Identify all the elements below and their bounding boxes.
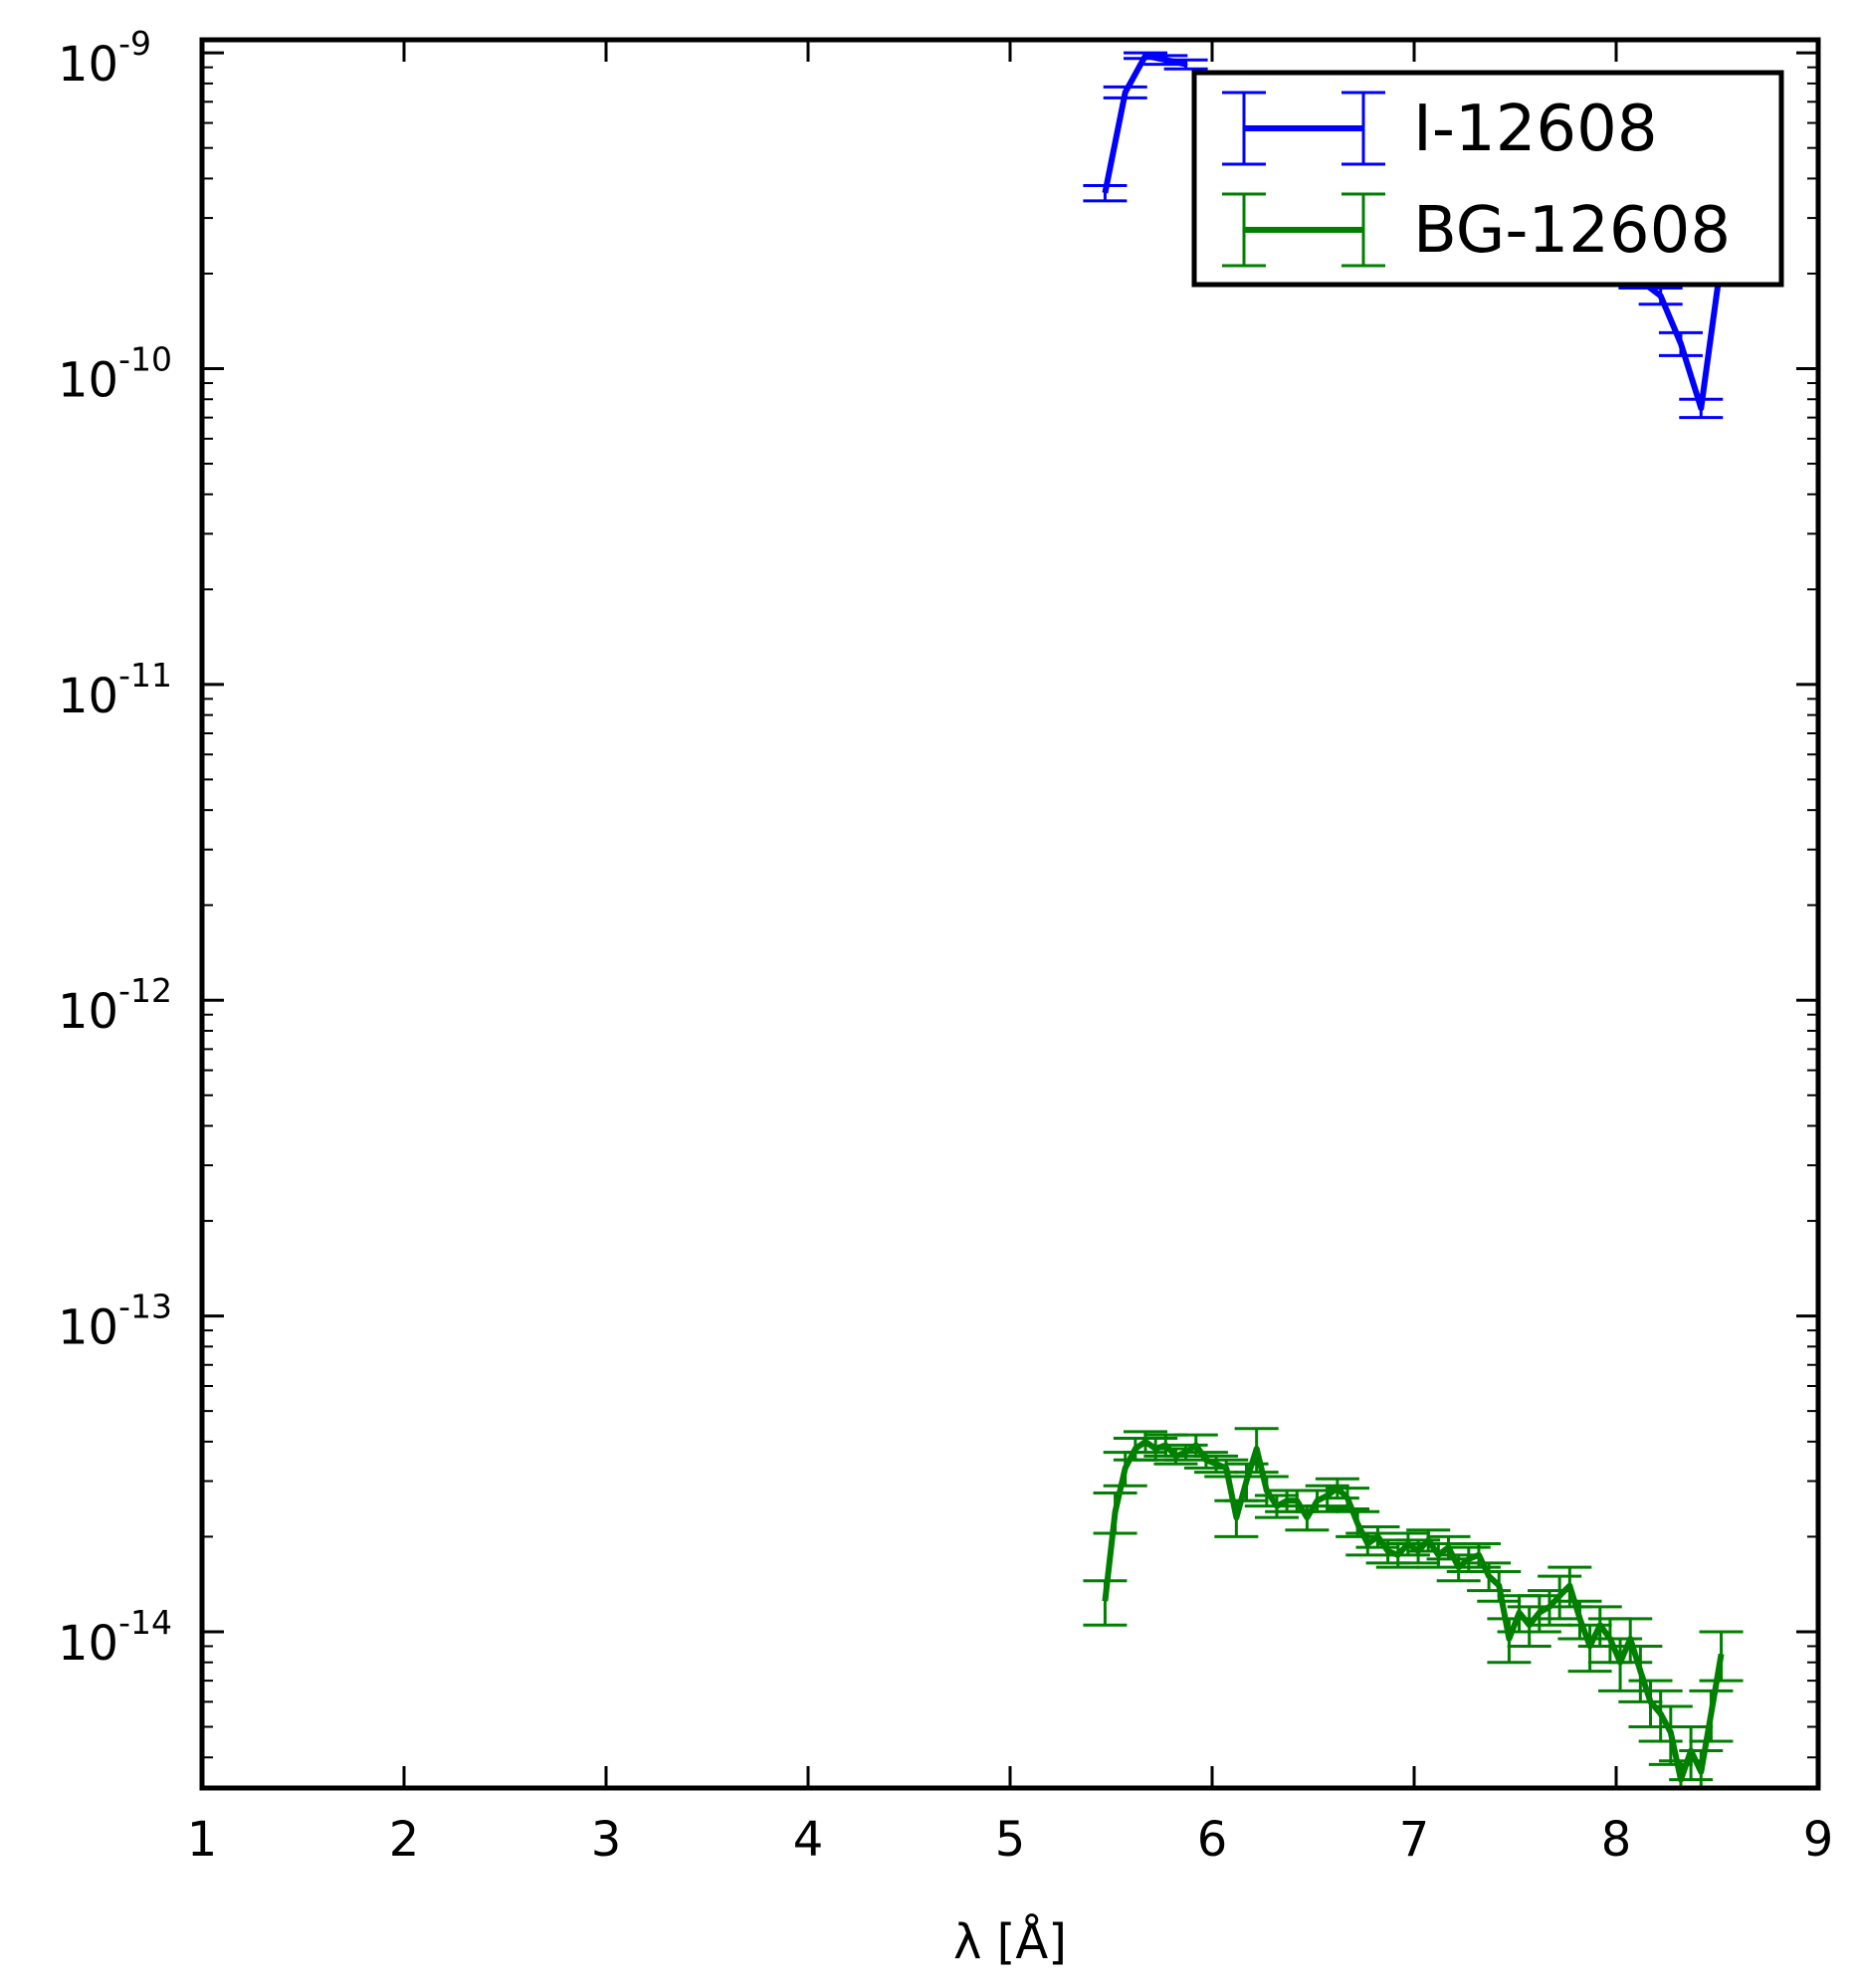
y-tick-labels: 10-9 10-10 10-11 10-12 10-13 10-14 — [58, 24, 172, 1672]
legend-label-I-12608: I-12608 — [1413, 93, 1658, 166]
x-tick-label: 5 — [995, 1812, 1026, 1868]
series-layer — [1083, 51, 1744, 1788]
y-tick-label: 10-9 — [58, 24, 151, 93]
x-tick-label: 2 — [389, 1812, 420, 1868]
minor-ticks — [202, 66, 1818, 1759]
series-BG-12608 — [1083, 1427, 1744, 1788]
x-tick-label: 3 — [591, 1812, 622, 1868]
x-tick-label: 8 — [1601, 1812, 1632, 1868]
y-tick-label: 10-14 — [58, 1603, 172, 1672]
legend: I-12608 BG-12608 — [1191, 70, 1784, 288]
series-I-12608 — [1083, 51, 1744, 420]
x-tick-label: 4 — [793, 1812, 824, 1868]
x-tick-label: 9 — [1803, 1812, 1834, 1868]
x-tick-label: 7 — [1399, 1812, 1430, 1868]
series-line-I-12608 — [1102, 52, 1725, 412]
y-tick-label: 10-10 — [58, 339, 172, 408]
series-line-BG-12608 — [1102, 1438, 1725, 1783]
y-tick-label: 10-11 — [58, 656, 172, 724]
legend-label-BG-12608: BG-12608 — [1413, 194, 1731, 268]
major-ticks — [200, 40, 1820, 1788]
y-tick-label: 10-13 — [58, 1288, 172, 1356]
x-tick-labels: 1 2 3 4 5 6 7 8 9 — [187, 1812, 1834, 1868]
x-axis-label: λ [Å] — [953, 1913, 1067, 1970]
plot-frame — [199, 37, 1821, 1791]
y-tick-label: 10-12 — [58, 971, 172, 1040]
x-tick-label: 1 — [187, 1812, 218, 1868]
legend-box — [1191, 70, 1784, 288]
x-tick-label: 6 — [1197, 1812, 1228, 1868]
